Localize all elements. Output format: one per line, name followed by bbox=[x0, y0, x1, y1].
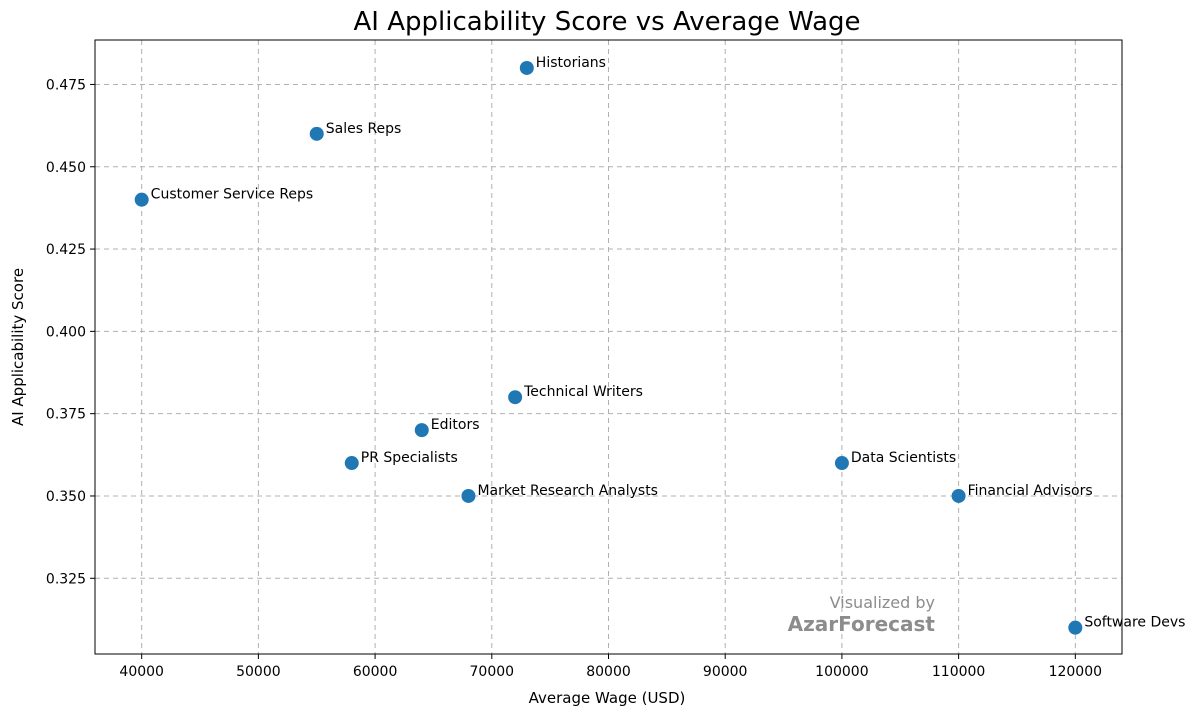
y-axis-label: AI Applicability Score bbox=[9, 268, 27, 426]
y-tick-label: 0.325 bbox=[46, 571, 86, 587]
x-tick-label: 90000 bbox=[703, 664, 748, 680]
x-tick-label: 100000 bbox=[815, 664, 868, 680]
data-point bbox=[461, 488, 476, 503]
x-axis-label: Average Wage (USD) bbox=[529, 689, 686, 707]
data-point-label: Historians bbox=[536, 55, 606, 71]
y-tick-label: 0.350 bbox=[46, 489, 86, 505]
x-tick-label: 80000 bbox=[586, 664, 631, 680]
x-tick-label: 70000 bbox=[470, 664, 515, 680]
watermark-line1: Visualized by bbox=[830, 593, 935, 612]
data-point-label: Sales Reps bbox=[326, 121, 402, 137]
data-point bbox=[344, 456, 359, 471]
x-tick-label: 110000 bbox=[932, 664, 985, 680]
y-tick-label: 0.375 bbox=[46, 407, 86, 423]
chart-title: AI Applicability Score vs Average Wage bbox=[354, 7, 861, 37]
data-point bbox=[519, 60, 534, 75]
data-point-label: PR Specialists bbox=[361, 450, 458, 466]
data-point-label: Data Scientists bbox=[851, 450, 956, 466]
data-point bbox=[834, 456, 849, 471]
data-point-label: Editors bbox=[431, 417, 480, 433]
tick-layer: 40000 50000 60000 70000 80000 90000 100000 1100… bbox=[46, 77, 1102, 680]
y-tick-label: 0.450 bbox=[46, 160, 86, 176]
data-point-label: Software Devs bbox=[1084, 615, 1185, 631]
point-layer: Historians Sales Reps Customer Service Rep… bbox=[134, 55, 1185, 635]
x-tick-label: 60000 bbox=[353, 664, 398, 680]
data-point bbox=[414, 423, 429, 438]
x-tick-label: 120000 bbox=[1049, 664, 1102, 680]
data-point-label: Technical Writers bbox=[523, 384, 643, 400]
grid-layer bbox=[95, 40, 1122, 654]
data-point-label: Customer Service Reps bbox=[151, 187, 314, 203]
y-tick-label: 0.475 bbox=[46, 77, 86, 93]
data-point bbox=[1068, 620, 1083, 635]
data-point bbox=[951, 488, 966, 503]
y-tick-label: 0.400 bbox=[46, 324, 86, 340]
watermark-brand: AzarForecast bbox=[788, 612, 936, 636]
data-point-label: Financial Advisors bbox=[968, 483, 1093, 499]
data-point-label: Market Research Analysts bbox=[477, 483, 658, 499]
x-tick-label: 50000 bbox=[236, 664, 281, 680]
data-point bbox=[309, 126, 324, 141]
plot-frame bbox=[94, 39, 1123, 655]
data-point bbox=[508, 390, 523, 405]
x-tick-label: 40000 bbox=[119, 664, 164, 680]
y-tick-label: 0.425 bbox=[46, 242, 86, 258]
data-point bbox=[134, 192, 149, 207]
